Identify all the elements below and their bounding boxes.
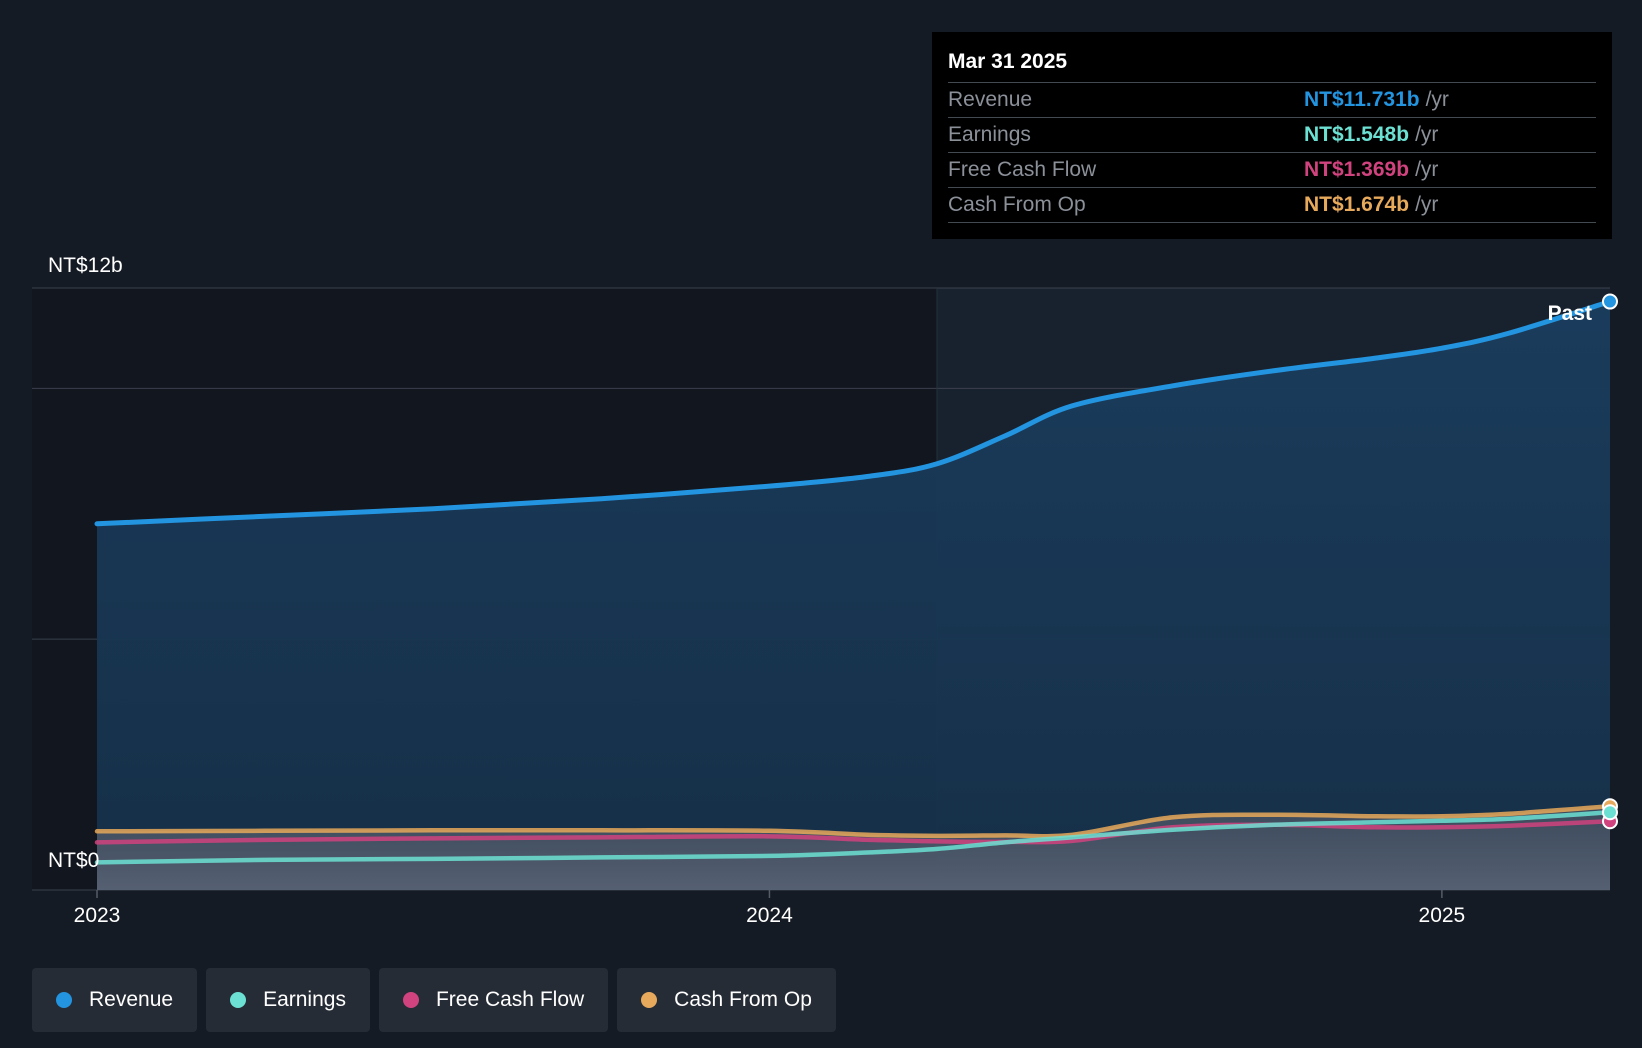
- tooltip-value: NT$1.674b: [1304, 193, 1410, 216]
- legend-label: Free Cash Flow: [435, 988, 585, 1011]
- tooltip-value: NT$1.369b: [1304, 158, 1410, 181]
- tooltip-unit: /yr: [1415, 193, 1439, 216]
- legend-label: Cash From Op: [674, 988, 812, 1011]
- tooltip-date: Mar 31 2025: [948, 50, 1068, 73]
- free-cash-flow-line: [94, 819, 1613, 845]
- legend-dot-icon: [56, 992, 72, 1008]
- x-tick-label: 2023: [74, 904, 121, 927]
- revenue-end-marker: [1602, 293, 1618, 310]
- tooltip-value: NT$11.731b: [1304, 88, 1420, 111]
- legend: Revenue Earnings Free Cash Flow Cash From O…: [32, 968, 845, 1032]
- legend-label: Earnings: [263, 988, 346, 1011]
- legend-dot-icon: [641, 992, 658, 1008]
- earnings-end-marker: [1602, 804, 1618, 821]
- tooltip-value: NT$1.548b: [1304, 123, 1410, 146]
- tooltip-rows: Revenue NT$11.731b/yr Earnings NT$1.548b/yr…: [948, 82, 1596, 223]
- tooltip-unit: /yr: [1425, 88, 1449, 111]
- legend-item-revenue[interactable]: Revenue: [32, 968, 198, 1032]
- tooltip-row: Free Cash Flow NT$1.369b/yr: [948, 152, 1596, 187]
- tooltip-row: Revenue NT$11.731b/yr: [948, 82, 1596, 117]
- y-label-zero: NT$0: [48, 849, 99, 872]
- past-label: Past: [1548, 302, 1592, 325]
- legend-item-earnings[interactable]: Earnings: [206, 968, 370, 1032]
- tooltip-unit: /yr: [1415, 123, 1439, 146]
- legend-item-free-cash-flow[interactable]: Free Cash Flow: [378, 968, 609, 1032]
- legend-item-cash-from-op[interactable]: Cash From Op: [617, 968, 836, 1032]
- tooltip-label: Earnings: [948, 123, 1031, 146]
- tooltip-unit: /yr: [1415, 158, 1439, 181]
- tooltip-row: Cash From Op NT$1.674b/yr: [948, 187, 1596, 223]
- end-markers: [1602, 293, 1618, 830]
- tooltip-label: Cash From Op: [948, 193, 1086, 216]
- legend-dot-icon: [402, 992, 419, 1008]
- tooltip-label: Revenue: [948, 88, 1033, 111]
- tooltip-row: Earnings NT$1.548b/yr: [948, 117, 1596, 152]
- series-lines: [94, 299, 1613, 865]
- tooltip: Mar 31 2025 Revenue NT$11.731b/yr Earnings…: [932, 32, 1612, 239]
- revenue-line: [94, 299, 1613, 527]
- cash-from-op-line: [94, 803, 1613, 839]
- axis-labels: NT$12b NT$0 2023 2024 2025 Past: [48, 254, 1592, 927]
- tooltip-label: Free Cash Flow: [948, 158, 1097, 181]
- earnings-line: [94, 809, 1613, 865]
- legend-dot-icon: [230, 992, 247, 1008]
- revenue-area: [97, 301, 1610, 890]
- x-tick-label: 2025: [1419, 904, 1466, 927]
- y-label-top: NT$12b: [48, 254, 123, 277]
- x-tick-label: 2024: [746, 904, 793, 927]
- legend-label: Revenue: [89, 988, 174, 1011]
